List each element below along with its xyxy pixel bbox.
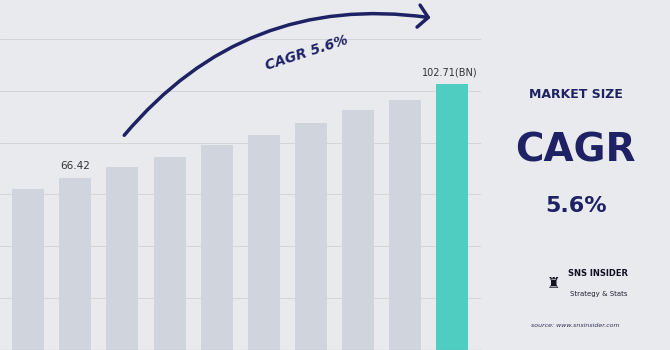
Bar xyxy=(60,178,91,350)
Bar xyxy=(389,100,421,350)
Bar xyxy=(295,123,327,350)
Bar xyxy=(436,84,468,350)
Text: SNS INSIDER: SNS INSIDER xyxy=(568,268,628,278)
Bar xyxy=(12,189,44,350)
FancyArrowPatch shape xyxy=(124,5,428,135)
Text: 102.71(BN): 102.71(BN) xyxy=(422,67,478,77)
Text: 66.42: 66.42 xyxy=(60,161,90,171)
Text: ♜: ♜ xyxy=(546,276,560,291)
Bar xyxy=(107,167,139,350)
Text: MARKET SIZE: MARKET SIZE xyxy=(529,88,622,101)
Bar xyxy=(248,135,279,350)
Text: 5.6%: 5.6% xyxy=(545,196,606,217)
Text: Strategy & Stats: Strategy & Stats xyxy=(570,291,627,297)
Text: CAGR: CAGR xyxy=(515,132,636,169)
Bar xyxy=(200,145,232,350)
Bar xyxy=(342,110,374,350)
Bar xyxy=(153,157,186,350)
Text: CAGR 5.6%: CAGR 5.6% xyxy=(264,33,350,73)
Text: source: www.snsinsider.com: source: www.snsinsider.com xyxy=(531,323,620,328)
